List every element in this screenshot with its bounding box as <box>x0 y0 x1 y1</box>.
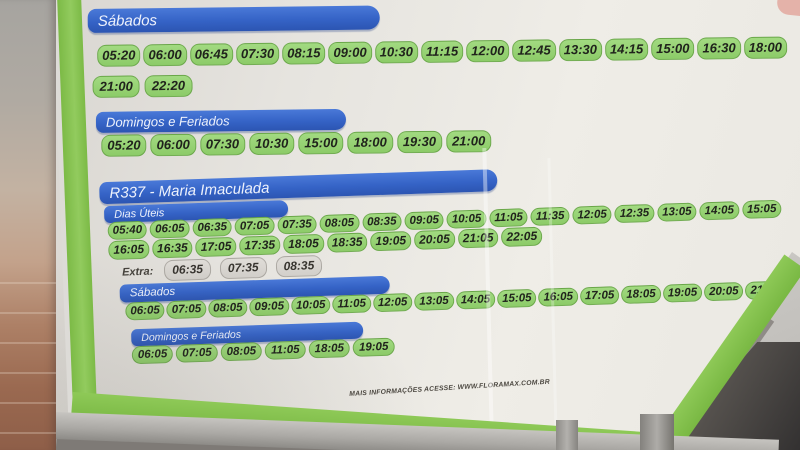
time-chip: 20:05 <box>703 281 744 302</box>
time-chip: 13:05 <box>656 202 697 223</box>
extra-times-list: 06:35 07:35 08:35 <box>163 254 323 282</box>
saturdays2-label: Sábados <box>129 285 176 300</box>
time-chip: 14:05 <box>699 201 740 221</box>
time-chip: 16:05 <box>108 239 150 261</box>
time-chip: 09:05 <box>404 210 445 231</box>
time-chip: 15:05 <box>496 288 537 309</box>
time-chip: 18:05 <box>282 233 325 255</box>
footer-info-text: MAIS INFORMAÇÕES ACESSE: WWW.FLORAMAX.CO… <box>349 378 551 398</box>
time-chip: 06:05 <box>125 301 166 321</box>
time-chip: 19:05 <box>662 283 703 304</box>
time-chip: 12:05 <box>572 205 613 225</box>
time-chip: 08:05 <box>319 213 360 234</box>
time-chip: 19:05 <box>370 230 412 252</box>
time-chip: 06:05 <box>131 344 174 365</box>
extra-time-chip: 06:35 <box>163 258 212 282</box>
stand-leg <box>556 420 578 450</box>
time-chip: 09:05 <box>249 297 290 317</box>
time-chip: 07:05 <box>166 299 207 320</box>
time-chip: 12:05 <box>372 292 413 313</box>
time-chip: 18:05 <box>621 284 662 305</box>
wall-left <box>0 0 56 450</box>
weekdays-label: Dias Úteis <box>113 206 165 221</box>
time-chip: 07:05 <box>175 343 218 364</box>
sundays2-label: Domingos e Feriados <box>141 328 242 344</box>
time-chip: 10:05 <box>446 209 487 230</box>
time-chip: 05:40 <box>107 220 148 241</box>
time-chip: 07:35 <box>277 215 318 235</box>
time-chip: 07:05 <box>234 216 275 237</box>
time-chip: 19:05 <box>352 337 395 358</box>
time-chip: 17:35 <box>239 235 281 256</box>
route-title-bar: R337 - Maria Imaculada <box>99 169 498 205</box>
time-chip: 18:35 <box>326 232 368 253</box>
time-chip: 06:05 <box>149 219 190 240</box>
time-chip: 08:35 <box>361 212 402 232</box>
time-chip: 13:05 <box>414 291 455 312</box>
route-title: R337 - Maria Imaculada <box>109 179 270 202</box>
time-chip: 21:05 <box>457 228 499 249</box>
time-chip: 15:05 <box>741 199 782 220</box>
stand-leg <box>640 414 674 450</box>
time-chip: 11:05 <box>264 340 306 361</box>
time-chip: 12:35 <box>614 203 655 224</box>
brick-mortar-lines <box>0 282 56 450</box>
extra-time-chip: 08:35 <box>275 254 323 278</box>
extra-time-chip: 07:35 <box>219 256 267 280</box>
time-chip: 11:05 <box>332 294 372 314</box>
time-chip: 08:05 <box>220 341 263 362</box>
time-chip: 11:05 <box>489 208 529 228</box>
time-chip: 22:05 <box>501 226 543 247</box>
time-chip: 16:05 <box>538 287 579 308</box>
extra-label: Extra: <box>121 265 154 279</box>
time-chip: 17:05 <box>195 236 237 258</box>
time-chip: 18:05 <box>308 339 351 359</box>
time-chip: 10:05 <box>290 295 331 316</box>
time-chip: 08:05 <box>207 298 248 319</box>
time-chip: 16:35 <box>151 238 194 259</box>
time-chip: 06:35 <box>192 217 233 238</box>
time-chip: 17:05 <box>579 286 620 306</box>
time-chip: 20:05 <box>413 229 456 250</box>
